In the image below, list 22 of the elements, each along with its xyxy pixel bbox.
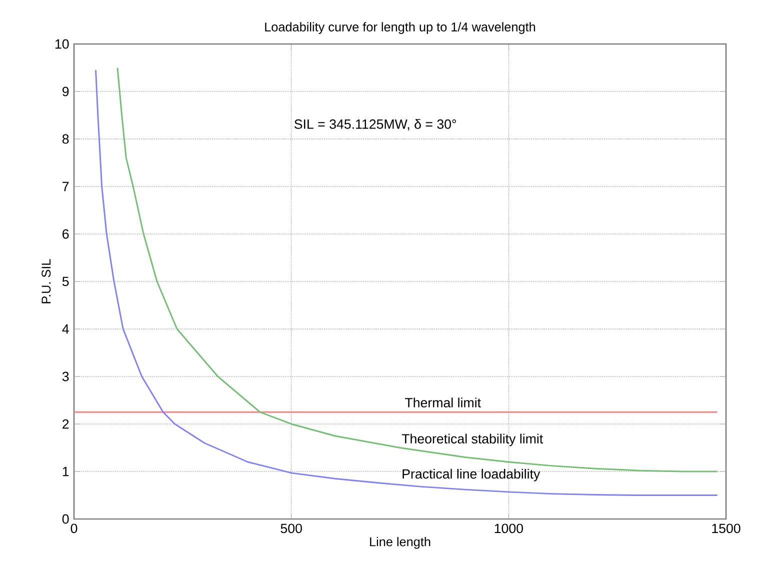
x-tick-label: 500 — [280, 524, 302, 534]
y-tick-label: 7 — [62, 182, 69, 192]
y-tick-label: 10 — [55, 39, 69, 49]
y-tick-label: 9 — [62, 86, 69, 96]
x-tick-label: 1000 — [494, 524, 523, 534]
y-tick-label: 3 — [62, 372, 69, 382]
ref-line-label: Thermal limit — [405, 398, 481, 408]
y-tick-label: 0 — [62, 514, 69, 524]
y-tick-label: 8 — [62, 134, 69, 144]
annotation: SIL = 345.1125MW, δ = 30° — [294, 119, 456, 130]
y-tick-label: 1 — [62, 466, 69, 476]
x-axis-title: Line length — [370, 536, 430, 549]
y-tick-label: 5 — [62, 276, 69, 286]
series-label: Practical line loadability — [402, 468, 540, 482]
y-tick-label: 2 — [62, 419, 69, 429]
x-tick-label: 1500 — [712, 524, 740, 534]
series-label: Theoretical stability limit — [402, 434, 544, 446]
x-tick-label: 0 — [70, 524, 78, 534]
chart-title: Loadability curve for length up to 1/4 wavelength — [265, 22, 536, 34]
y-axis-title: P.U. SIL — [42, 259, 51, 304]
y-tick-label: 4 — [62, 324, 69, 334]
y-tick-label: 6 — [62, 229, 69, 239]
